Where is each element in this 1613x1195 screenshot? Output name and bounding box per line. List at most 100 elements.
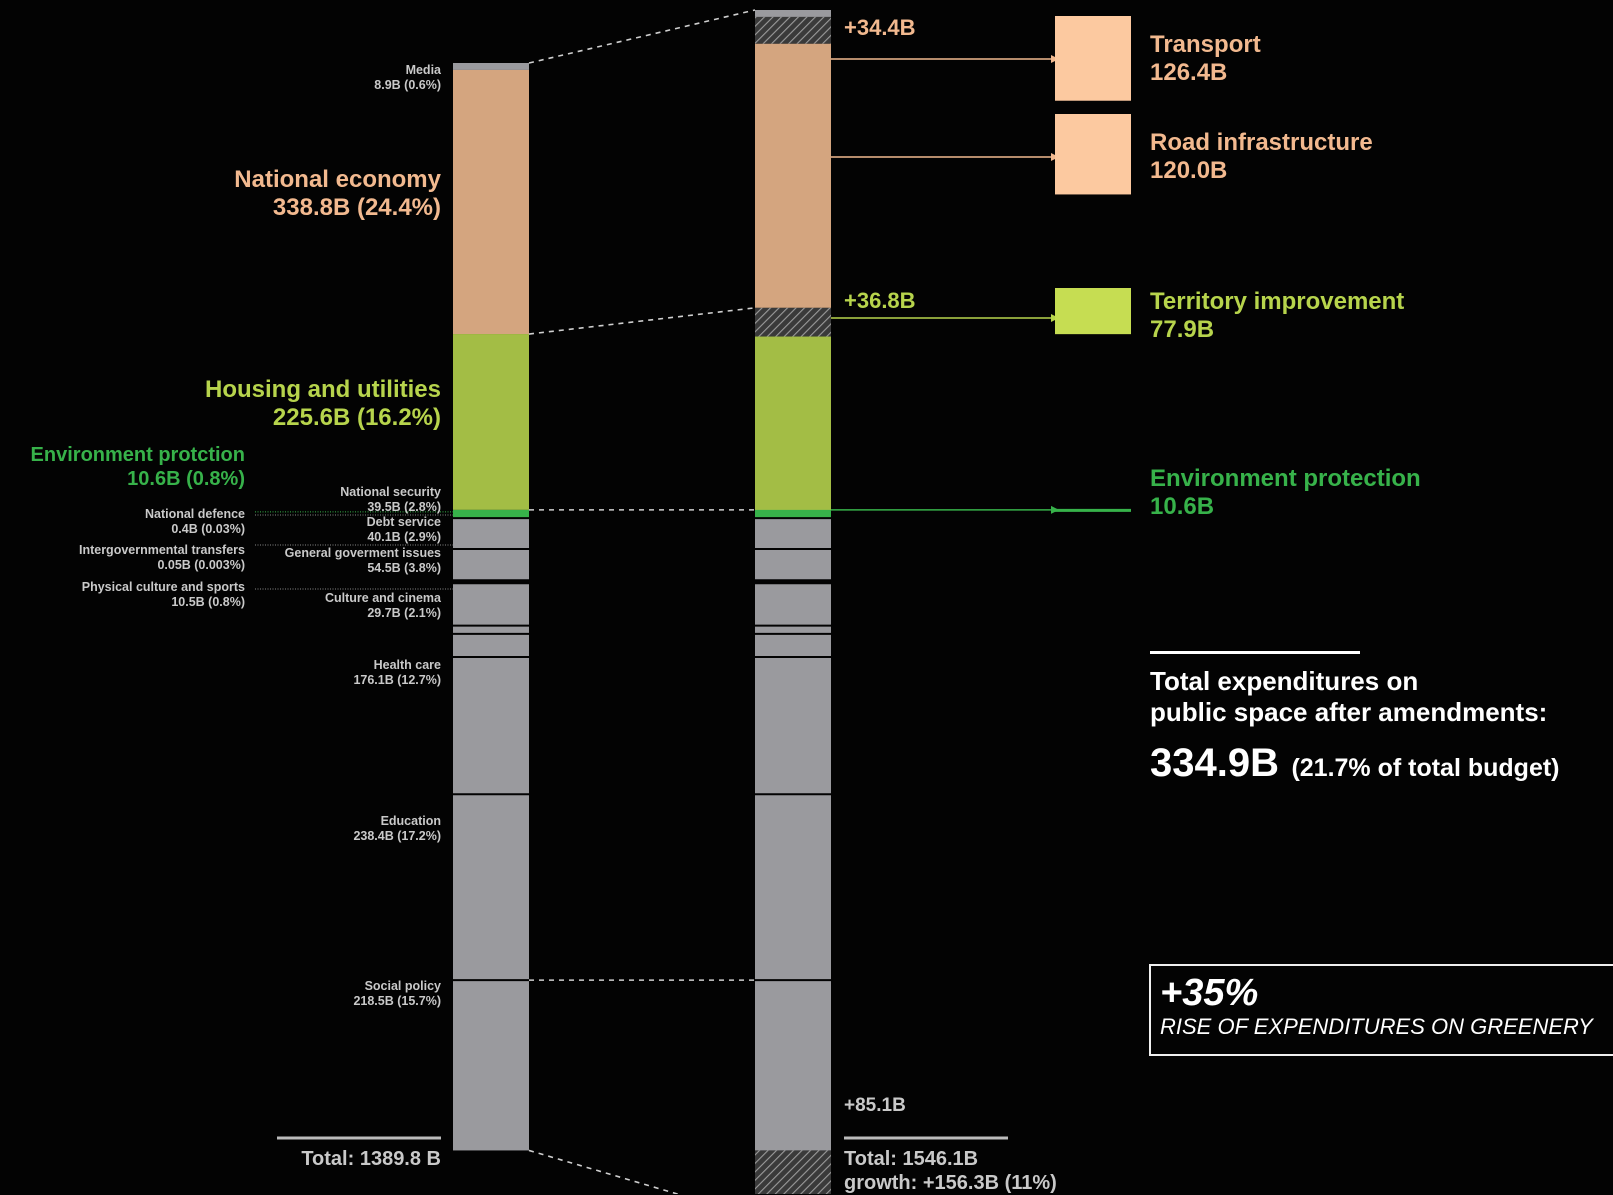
right-bar (755, 10, 831, 1194)
connector-lines (528, 9, 756, 1194)
summary-value: 334.9B (1150, 741, 1279, 785)
connector-top (528, 9, 756, 64)
left-seg-education (453, 794, 529, 981)
box-road-infrastructure (1055, 114, 1131, 195)
right-inc-other (755, 1150, 831, 1194)
breakdown-road-infrastructure-value: 120.0B (1150, 157, 1228, 185)
label-environment-left-value: 10.6B (0.8%) (127, 467, 245, 490)
right-seg-debt-service (755, 548, 831, 581)
connector-housing (528, 307, 756, 335)
right-seg-housing (755, 336, 831, 513)
label-social-policy: Social policy 218.5B (15.7%) (353, 979, 441, 1009)
breakdown-territory-improvement-value: 77.9B (1150, 316, 1215, 344)
breakdown-transport-name: Transport (1150, 31, 1261, 58)
increment-housing-label: +36.8B (844, 288, 916, 313)
label-housing-utilities-value: 225.6B (16.2%) (272, 404, 441, 432)
label-housing-utilities-name: Housing and utilities (204, 376, 441, 403)
label-physical-culture-name: Physical culture and sports (81, 580, 245, 594)
greenery-box (1149, 964, 1613, 1056)
increment-other-label: +85.1B (844, 1095, 906, 1116)
breakdown-environment-protection: Environment protection 10.6B (1150, 465, 1421, 522)
label-housing-utilities: Housing and utilities 225.6B (16.2%) (205, 376, 441, 433)
summary-value-line: 334.9B (21.7% of total budget) (1150, 740, 1560, 787)
arrows (831, 55, 1059, 514)
left-seg-housing-and-utilities (453, 334, 529, 510)
leader-lines (255, 511, 1008, 1140)
label-debt-service: Debt service 40.1B (2.9%) (367, 515, 441, 545)
summary-rule (1150, 651, 1360, 654)
label-education: Education 238.4B (17.2%) (353, 814, 441, 844)
right-inc-economy (755, 16, 831, 44)
summary-heading-line2: public space after amendments: (1150, 696, 1548, 727)
breakdown-territory-improvement-name: Territory improvement (1150, 288, 1405, 315)
breakdown-environment-protection-name: Environment protection (1150, 465, 1421, 492)
right-seg-national-security (755, 518, 831, 549)
label-health-care-value: 176.1B (12.7%) (353, 672, 441, 687)
breakdown-territory-improvement: Territory improvement 77.9B (1150, 288, 1404, 345)
increment-economy-label: +34.4B (844, 15, 916, 40)
label-media-name: Media (405, 63, 441, 77)
label-general-government-name: General goverment issues (284, 546, 441, 560)
label-education-name: Education (380, 814, 441, 828)
left-seg-physical-culture-and-sports (453, 625, 529, 634)
right-growth-label: growth: +156.3B (11%) (844, 1171, 1057, 1194)
right-seg-culture-and-cinema (755, 633, 831, 658)
left-bar (453, 63, 529, 1151)
left-total-label: Total: 1389.8 B (301, 1148, 441, 1170)
box-transport (1055, 16, 1131, 101)
label-social-policy-value: 218.5B (15.7%) (353, 993, 441, 1008)
summary-heading: Total expenditures on public space after… (1150, 666, 1547, 727)
label-debt-service-name: Debt service (366, 515, 441, 529)
right-seg-education (755, 794, 831, 981)
label-national-economy-name: National economy (234, 166, 441, 193)
left-seg-debt-service (453, 548, 529, 581)
label-national-defence-value: 0.4B (0.03%) (171, 521, 245, 536)
breakdown-road-infrastructure: Road infrastructure 120.0B (1150, 129, 1373, 186)
box-territory-improvement (1055, 288, 1131, 335)
breakdown-road-infrastructure-name: Road infrastructure (1150, 129, 1373, 156)
left-seg-health-care (453, 657, 529, 795)
label-social-policy-name: Social policy (364, 979, 441, 993)
connector-bottom (528, 1149, 681, 1194)
label-health-care-name: Health care (373, 658, 441, 672)
label-national-economy-value: 338.8B (24.4%) (272, 194, 441, 222)
breakdown-transport: Transport 126.4B (1150, 31, 1261, 88)
breakdown-environment-protection-value: 10.6B (1150, 493, 1215, 521)
label-culture-cinema-value: 29.7B (2.1%) (367, 605, 441, 620)
right-seg-physical-culture-and-sports (755, 625, 831, 634)
label-media: Media 8.9B (0.6%) (374, 63, 441, 93)
right-seg-general-goverment-issues (755, 583, 831, 626)
label-national-defence-name: National defence (144, 507, 245, 521)
label-environment-left: Environment protction 10.6B (0.8%) (31, 444, 245, 491)
right-inc-housing (755, 307, 831, 337)
label-debt-service-value: 40.1B (2.9%) (367, 529, 441, 544)
label-national-security-name: National security (340, 485, 441, 499)
label-national-security: National security 39.5B (2.8%) (340, 485, 441, 515)
label-national-security-value: 39.5B (2.8%) (367, 499, 441, 514)
right-seg-health-care (755, 657, 831, 795)
left-seg-culture-and-cinema (453, 633, 529, 658)
box-environment (1055, 508, 1131, 512)
label-culture-cinema-name: Culture and cinema (325, 591, 441, 605)
greenery-text: +35% RISE OF EXPENDITURES ON GREENERY (1160, 972, 1593, 1040)
left-seg-general-goverment-issues (453, 583, 529, 626)
label-environment-left-name: Environment protction (30, 444, 245, 466)
right-seg-economy (755, 43, 831, 308)
breakdown-boxes (1055, 16, 1131, 512)
label-physical-culture: Physical culture and sports 10.5B (0.8%) (82, 580, 245, 610)
right-seg-media (755, 10, 831, 17)
label-intergovernmental-value: 0.05B (0.003%) (157, 557, 245, 572)
summary-share: (21.7% of total budget) (1291, 754, 1560, 782)
label-health-care: Health care 176.1B (12.7%) (353, 658, 441, 688)
left-seg-national-security (453, 518, 529, 549)
left-seg-national-economy (453, 69, 529, 335)
greenery-value: +35% (1160, 972, 1259, 1014)
right-total-label: Total: 1546.1B (844, 1148, 979, 1170)
label-national-defence: National defence 0.4B (0.03%) (145, 507, 245, 537)
right-seg-social-policy (755, 980, 831, 1151)
label-general-government-value: 54.5B (3.8%) (367, 560, 441, 575)
label-media-value: 8.9B (0.6%) (374, 77, 441, 92)
label-general-government: General goverment issues 54.5B (3.8%) (285, 546, 441, 576)
greenery-caption: RISE OF EXPENDITURES ON GREENERY (1160, 1013, 1593, 1039)
